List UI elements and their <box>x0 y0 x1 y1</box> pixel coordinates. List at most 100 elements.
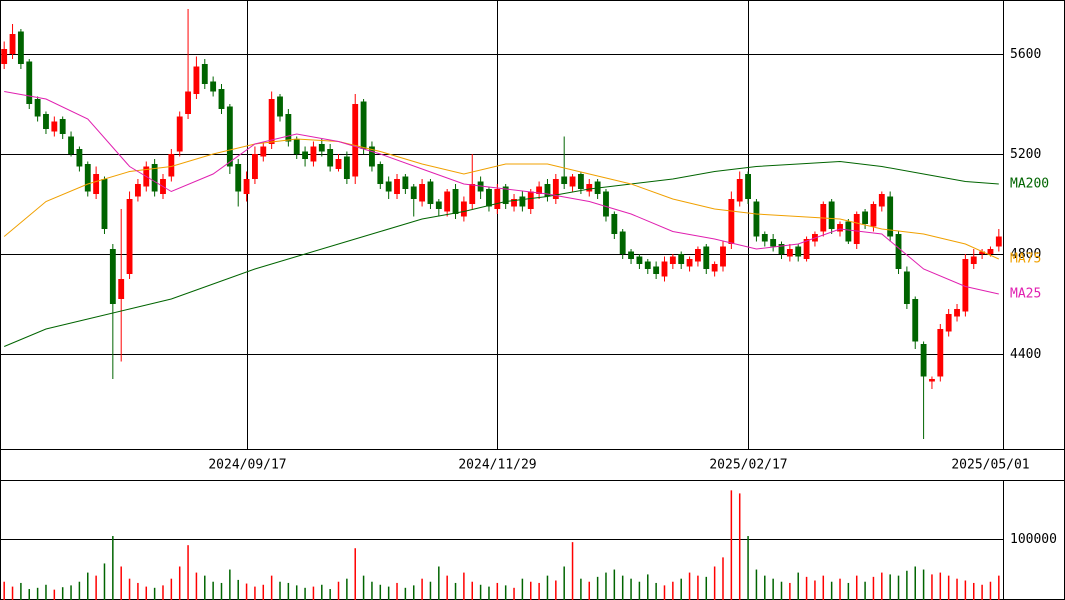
candle-body <box>795 246 802 257</box>
candle-body <box>168 154 175 177</box>
volume-bar <box>722 557 724 600</box>
volume-bar <box>396 582 398 600</box>
candle-body <box>385 181 392 192</box>
candle-body <box>853 214 860 244</box>
candle-body <box>669 256 676 264</box>
volume-bar <box>647 574 649 600</box>
volume-bar <box>454 582 457 600</box>
volume-bar <box>730 490 733 600</box>
candle-body <box>176 116 183 152</box>
volume-bar <box>496 582 499 600</box>
candle-body <box>452 189 459 214</box>
candle-body <box>569 176 576 187</box>
candle-body <box>711 264 718 272</box>
volume-bar <box>61 587 64 600</box>
volume-bar <box>11 586 14 600</box>
y-tick-label: 5200 <box>1010 147 1041 162</box>
candle-body <box>34 99 41 117</box>
volume-bar <box>337 581 340 600</box>
candle-body <box>226 106 233 167</box>
candle-body <box>293 139 300 154</box>
candle-body <box>828 201 835 229</box>
volume-bar <box>738 493 741 600</box>
volume-bar <box>504 585 507 600</box>
volume-bar <box>36 587 39 600</box>
candle-body <box>469 184 476 204</box>
volume-bar <box>530 581 532 600</box>
candle-body <box>17 31 24 64</box>
candle-body <box>118 279 125 299</box>
volume-bar <box>438 566 440 600</box>
candle-body <box>277 96 283 117</box>
candle-body <box>753 201 760 237</box>
volume-bar <box>329 589 331 600</box>
candle-body <box>912 299 919 342</box>
candle-body <box>552 179 559 199</box>
y-tick-label: 5600 <box>1010 47 1041 62</box>
candle-body <box>494 189 501 209</box>
candle-body <box>770 239 777 247</box>
candle-body <box>43 114 49 129</box>
legend-label: MA200 <box>1010 177 1049 192</box>
volume-bar <box>571 542 574 600</box>
candle-body <box>945 314 952 332</box>
candle-body <box>653 266 660 274</box>
volume-bar <box>513 587 515 600</box>
candle-body <box>970 256 977 264</box>
legend-label: MA25 <box>1010 287 1041 302</box>
candle-body <box>76 149 83 167</box>
volume-bar <box>404 587 407 600</box>
volume-bar <box>789 582 791 600</box>
volume-bar <box>346 578 348 600</box>
volume-bar <box>20 582 22 600</box>
candle-body <box>235 164 242 192</box>
candle-body <box>252 154 258 179</box>
volume-bar <box>563 566 565 600</box>
volume-bar <box>3 581 5 600</box>
volume-bar <box>379 584 382 600</box>
candle-body <box>870 204 877 227</box>
volume-bar <box>178 566 181 600</box>
y-tick-label: 4400 <box>1010 347 1041 362</box>
volume-bar <box>805 576 808 600</box>
volume-bar <box>145 586 148 600</box>
candle-body <box>419 184 426 202</box>
volume-bar <box>270 575 273 600</box>
volume-bar <box>120 566 122 600</box>
candle-body <box>369 146 375 167</box>
y-tick-label: 4800 <box>1010 247 1041 262</box>
candle-body <box>93 174 100 194</box>
volume-bar <box>972 582 975 600</box>
volume-bar <box>128 578 131 600</box>
volume-bar <box>204 575 206 600</box>
candle-body <box>686 259 693 267</box>
candle-body <box>920 344 927 377</box>
candle-body <box>126 199 133 274</box>
candle-body <box>736 179 743 202</box>
volume-bar <box>780 581 783 600</box>
candle-body <box>51 121 58 132</box>
candle-body <box>745 174 751 199</box>
volume-bar <box>839 578 841 600</box>
candle-body <box>435 201 442 209</box>
volume-bar <box>914 566 916 600</box>
candle-body <box>803 239 810 259</box>
candle-body <box>377 164 384 184</box>
candle-body <box>185 91 191 114</box>
y-tick-label: 100000 <box>1010 532 1057 547</box>
candle-body <box>427 181 434 204</box>
volume-bar <box>747 536 749 600</box>
volume-bar <box>947 575 950 600</box>
candle-body <box>218 89 225 109</box>
volume-bar <box>897 575 900 600</box>
candle-body <box>962 259 969 312</box>
ma-line <box>4 160 999 347</box>
volume-bar <box>321 584 323 600</box>
volume-bar <box>580 578 582 600</box>
candle-body <box>460 201 467 217</box>
candle-body <box>310 146 317 162</box>
candle-body <box>536 186 543 194</box>
candle-body <box>837 224 843 232</box>
candle-body <box>937 329 944 377</box>
